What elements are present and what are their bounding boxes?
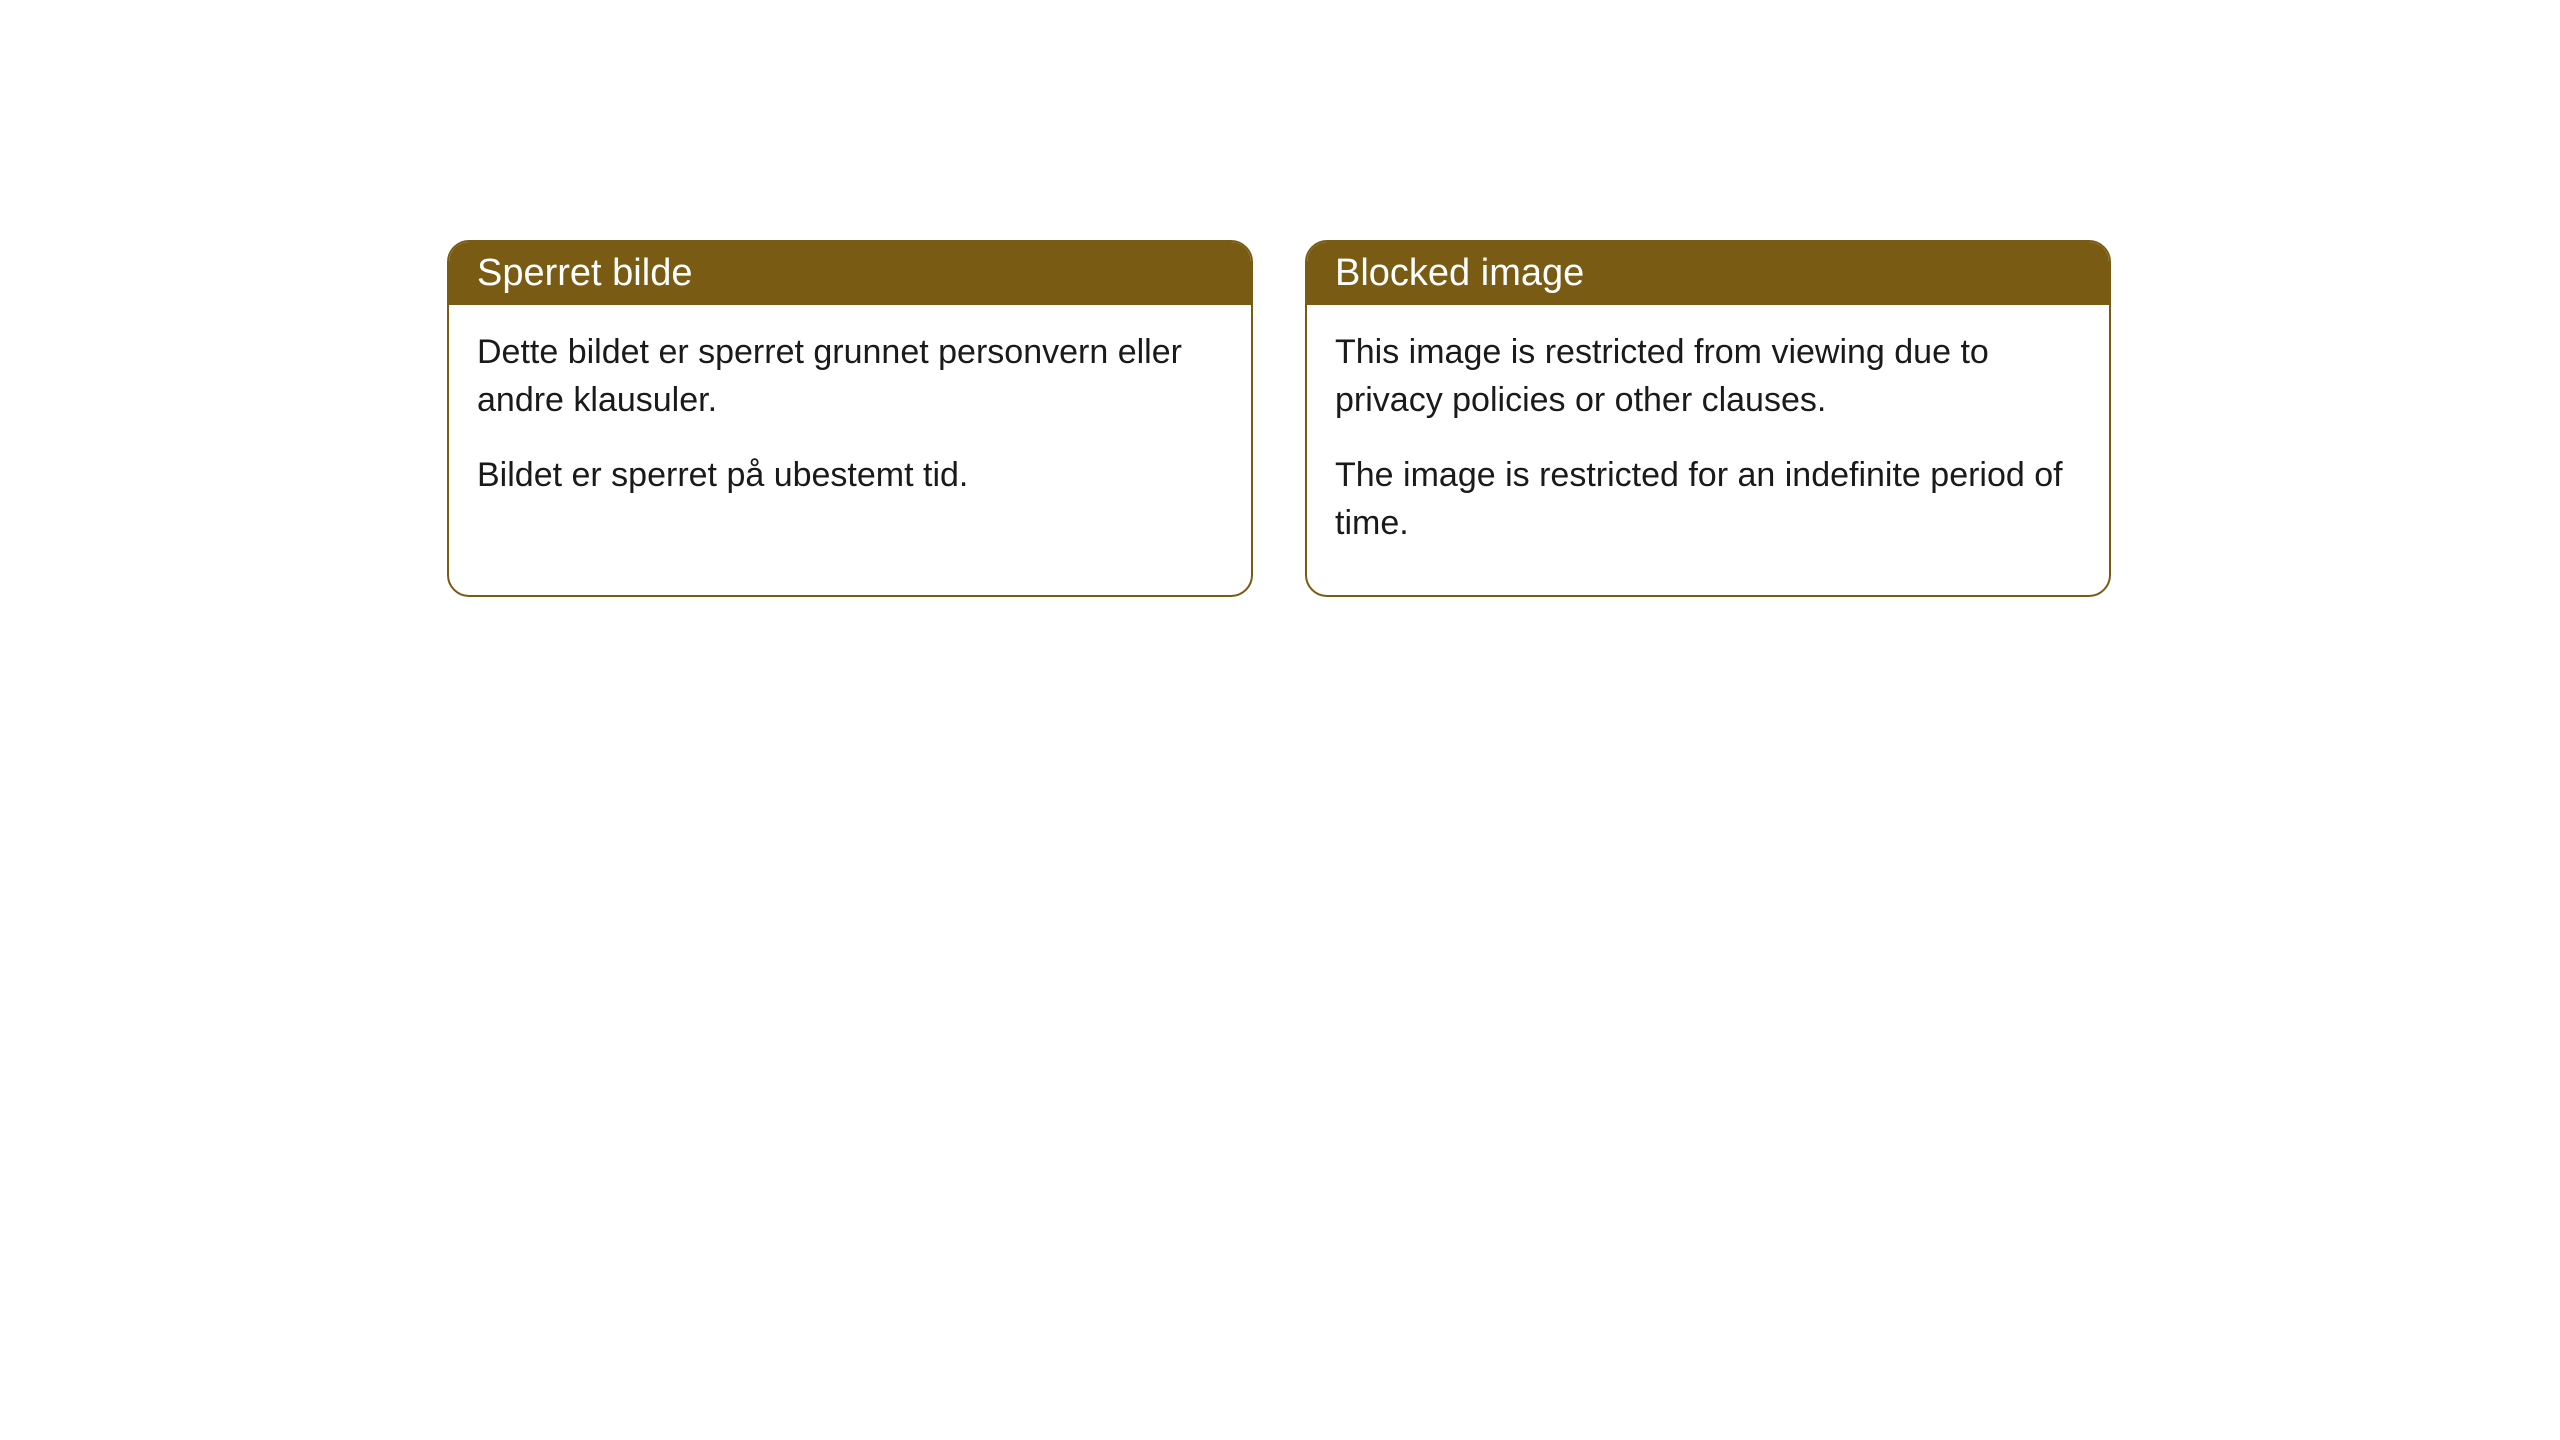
card-text-line2: Bildet er sperret på ubestemt tid. — [477, 452, 1223, 500]
card-body-english: This image is restricted from viewing du… — [1307, 305, 2109, 595]
blocked-image-card-norwegian: Sperret bilde Dette bildet er sperret gr… — [447, 240, 1253, 597]
notice-container: Sperret bilde Dette bildet er sperret gr… — [0, 0, 2560, 597]
card-title: Sperret bilde — [477, 252, 692, 294]
card-text-line2: The image is restricted for an indefinit… — [1335, 452, 2081, 547]
card-body-norwegian: Dette bildet er sperret grunnet personve… — [449, 305, 1251, 548]
card-title: Blocked image — [1335, 252, 1584, 294]
blocked-image-card-english: Blocked image This image is restricted f… — [1305, 240, 2111, 597]
card-header-norwegian: Sperret bilde — [449, 242, 1251, 305]
card-text-line1: Dette bildet er sperret grunnet personve… — [477, 329, 1223, 424]
card-text-line1: This image is restricted from viewing du… — [1335, 329, 2081, 424]
card-header-english: Blocked image — [1307, 242, 2109, 305]
